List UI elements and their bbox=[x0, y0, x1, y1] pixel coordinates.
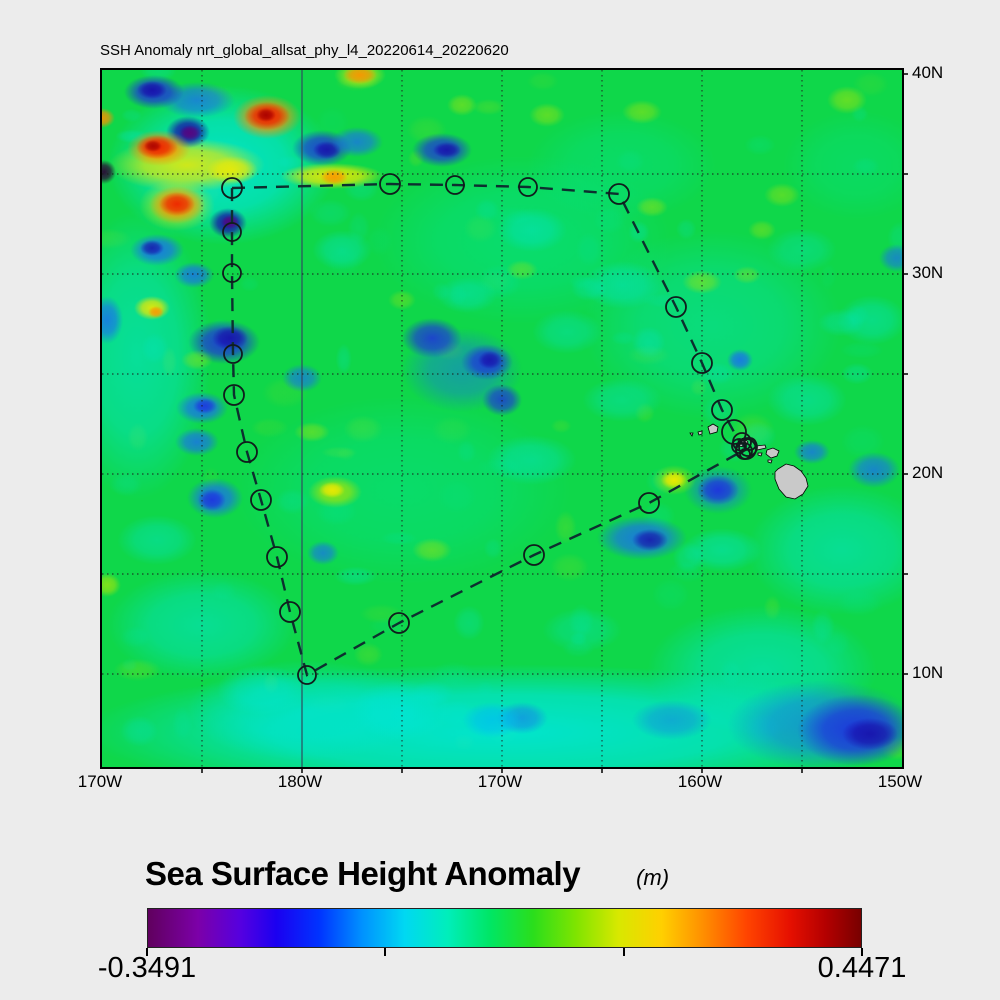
track-marker bbox=[379, 173, 401, 195]
x-axis-label: 180W bbox=[277, 772, 323, 791]
track-marker bbox=[297, 665, 317, 685]
colorbar-tick bbox=[622, 948, 625, 956]
colorbar-max-label: 0.4471 bbox=[817, 952, 907, 984]
track-marker bbox=[222, 222, 242, 242]
y-axis-label: 40N bbox=[912, 63, 944, 82]
track-marker bbox=[711, 399, 733, 421]
track-marker bbox=[236, 441, 258, 463]
island-lanai bbox=[757, 452, 763, 457]
map-frame bbox=[100, 68, 908, 773]
colorbar-gradient bbox=[147, 908, 862, 948]
track-marker bbox=[223, 384, 245, 406]
x-axis-label: 170W bbox=[77, 772, 123, 791]
island-nihoa bbox=[689, 432, 694, 437]
track-marker bbox=[739, 448, 751, 460]
island-maui bbox=[765, 447, 780, 459]
colorbar-min-label: -0.3491 bbox=[97, 952, 197, 984]
x-axis-label: 150W bbox=[877, 772, 923, 791]
track-marker bbox=[266, 546, 288, 568]
x-axis-label: 160W bbox=[677, 772, 723, 791]
track-marker bbox=[743, 437, 757, 451]
track-marker bbox=[608, 183, 630, 205]
track-marker bbox=[638, 492, 660, 514]
track-marker bbox=[250, 489, 272, 511]
colorbar-ticks bbox=[146, 948, 863, 956]
y-axis-label: 30N bbox=[912, 263, 944, 282]
track-marker bbox=[523, 544, 545, 566]
track-marker bbox=[691, 352, 713, 374]
colorbar-title: Sea Surface Height Anomaly bbox=[145, 855, 581, 892]
track-marker bbox=[221, 177, 243, 199]
colorbar-title-row: Sea Surface Height Anomaly (m) bbox=[145, 855, 669, 893]
track-marker bbox=[388, 612, 410, 634]
island-hawaii bbox=[774, 463, 809, 500]
map-overlay-svg bbox=[102, 70, 908, 773]
track-marker bbox=[279, 601, 301, 623]
colorbar-tick bbox=[861, 948, 863, 956]
track-marker bbox=[222, 263, 242, 283]
track-path bbox=[230, 182, 748, 677]
y-axis-label: 10N bbox=[912, 663, 944, 682]
track-marker bbox=[518, 177, 538, 197]
track-marker bbox=[665, 296, 687, 318]
colorbar-tick bbox=[146, 948, 148, 956]
track-marker bbox=[445, 175, 465, 195]
figure-title: SSH Anomaly nrt_global_allsat_phy_l4_202… bbox=[100, 42, 509, 59]
x-axis-label: 170W bbox=[477, 772, 523, 791]
island-niihau bbox=[697, 430, 703, 436]
y-axis-label: 20N bbox=[912, 463, 944, 482]
colorbar-tick bbox=[384, 948, 387, 956]
track-marker bbox=[223, 344, 243, 364]
track-marker bbox=[731, 438, 747, 454]
colorbar-units: (m) bbox=[636, 865, 670, 890]
island-kauai bbox=[707, 423, 719, 435]
island-kahoolawe bbox=[767, 459, 773, 464]
